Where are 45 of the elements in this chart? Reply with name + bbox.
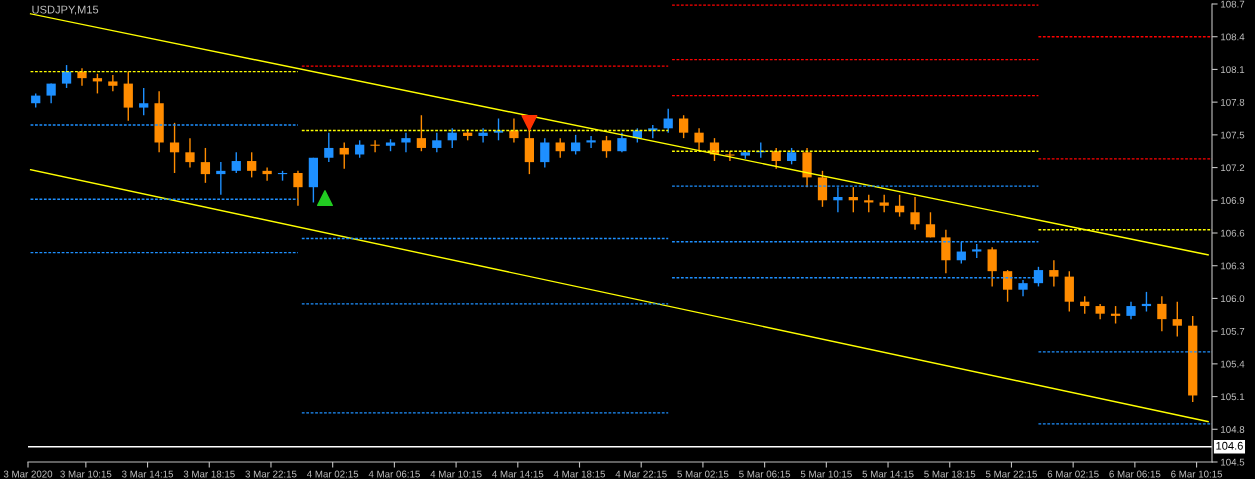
candlestick xyxy=(679,114,689,139)
candlestick xyxy=(879,194,889,213)
x-tick-label: 5 Mar 02:15 xyxy=(677,470,729,478)
x-tick-label: 3 Mar 10:15 xyxy=(60,470,112,478)
x-tick-label: 5 Mar 18:15 xyxy=(924,470,976,478)
candlestick xyxy=(139,87,149,116)
x-tick-label: 6 Mar 06:15 xyxy=(1109,470,1161,478)
y-tick-label: 108.1 xyxy=(1221,66,1245,74)
y-tick-label: 104.5 xyxy=(1221,458,1245,466)
x-tick-label: 6 Mar 02:15 xyxy=(1047,470,1099,478)
y-tick-label: 106.0 xyxy=(1221,295,1245,303)
x-tick-label: 5 Mar 10:15 xyxy=(800,470,852,478)
candlestick xyxy=(493,117,504,142)
chart-title: USDJPY,M15 xyxy=(32,5,99,15)
candlestick xyxy=(1172,301,1182,338)
y-tick-label: 107.2 xyxy=(1221,164,1245,172)
y-tick-label: 105.7 xyxy=(1221,327,1245,335)
x-tick-label: 3 Mar 22:15 xyxy=(245,470,297,478)
y-tick-label: 106.9 xyxy=(1221,197,1245,204)
x-tick-label: 6 Mar 10:15 xyxy=(1171,470,1223,478)
x-tick-label: 4 Mar 18:15 xyxy=(553,470,606,478)
x-tick-label: 5 Mar 06:15 xyxy=(739,470,791,478)
y-tick-label: 108.7 xyxy=(1221,0,1245,8)
candlestick xyxy=(725,150,735,162)
x-tick-label: 4 Mar 02:15 xyxy=(306,470,359,478)
ref-line-label: 104.6 xyxy=(1216,441,1243,450)
y-tick-label: 105.1 xyxy=(1221,393,1245,401)
y-tick-label: 106.6 xyxy=(1221,229,1245,237)
x-tick-label: 5 Mar 22:15 xyxy=(985,470,1037,478)
x-tick-label: 4 Mar 14:15 xyxy=(492,470,544,478)
y-tick-label: 104.8 xyxy=(1221,426,1245,433)
y-tick-label: 105.4 xyxy=(1221,360,1245,368)
x-tick-label: 4 Mar 06:15 xyxy=(368,470,420,478)
x-tick-label: 3 Mar 14:15 xyxy=(121,470,174,478)
y-tick-label: 107.8 xyxy=(1221,98,1245,106)
candlestick xyxy=(1018,279,1028,297)
x-tick-label: 5 Mar 14:15 xyxy=(862,470,914,478)
x-tick-label: 4 Mar 10:15 xyxy=(430,470,482,478)
y-tick-label: 108.4 xyxy=(1221,33,1245,41)
y-tick-label: 107.5 xyxy=(1221,131,1245,139)
y-tick-label: 106.3 xyxy=(1221,262,1245,270)
x-tick-label: 4 Mar 22:15 xyxy=(615,470,667,478)
x-tick-label: 3 Mar 2020 xyxy=(3,470,53,478)
x-tick-label: 3 Mar 18:15 xyxy=(183,470,235,478)
candlestick xyxy=(1049,259,1059,288)
